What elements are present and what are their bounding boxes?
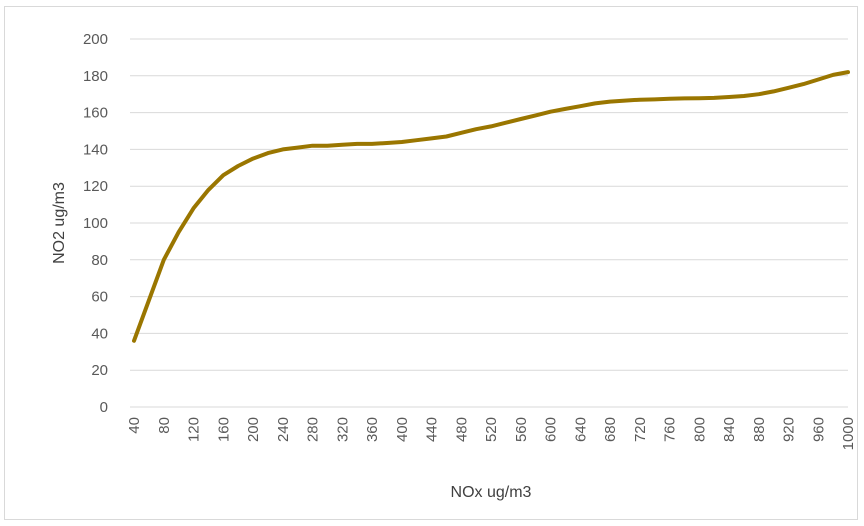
series-line-0 <box>132 70 850 343</box>
x-tick-label: 480 <box>453 417 470 442</box>
x-tick-label: 1000 <box>840 417 857 450</box>
series-layer <box>132 70 850 343</box>
x-axis-ticks: 40 80 120 160 200 240 280 320 360 400 440 480 520 560… <box>126 417 857 450</box>
y-tick-label: 80 <box>91 252 108 269</box>
y-tick-label: 0 <box>100 399 108 416</box>
y-tick-label: 200 <box>83 31 108 48</box>
x-tick-label: 360 <box>364 417 381 442</box>
y-axis-title: NO2 ug/m3 <box>51 182 68 264</box>
x-tick-label: 560 <box>513 417 530 442</box>
x-tick-label: 520 <box>483 417 500 442</box>
y-tick-label: 20 <box>91 362 108 379</box>
x-tick-label: 920 <box>781 417 798 442</box>
x-tick-label: 200 <box>245 417 262 442</box>
x-tick-label: 720 <box>632 417 649 442</box>
y-axis-ticks: 0 20 40 60 80 100 120 140 160 180 200 <box>83 31 108 416</box>
x-tick-label: 880 <box>751 417 768 442</box>
x-tick-label: 800 <box>691 417 708 442</box>
x-tick-label: 440 <box>424 417 441 442</box>
x-tick-label: 400 <box>394 417 411 442</box>
y-tick-label: 60 <box>91 289 108 306</box>
x-tick-label: 600 <box>543 417 560 442</box>
x-tick-label: 120 <box>186 417 203 442</box>
x-tick-label: 640 <box>572 417 589 442</box>
y-tick-label: 180 <box>83 68 108 85</box>
x-tick-label: 320 <box>334 417 351 442</box>
x-tick-label: 280 <box>305 417 322 442</box>
x-tick-label: 160 <box>215 417 232 442</box>
x-tick-label: 680 <box>602 417 619 442</box>
x-tick-label: 760 <box>662 417 679 442</box>
x-tick-label: 840 <box>721 417 738 442</box>
y-tick-label: 160 <box>83 105 108 122</box>
y-tick-label: 100 <box>83 215 108 232</box>
x-tick-label: 80 <box>156 417 173 434</box>
y-tick-label: 120 <box>83 178 108 195</box>
gridlines <box>130 38 848 408</box>
x-tick-label: 240 <box>275 417 292 442</box>
y-tick-label: 140 <box>83 141 108 158</box>
x-tick-label: 960 <box>810 417 827 442</box>
x-tick-label: 40 <box>126 417 143 434</box>
chart-frame <box>4 6 858 520</box>
y-tick-label: 40 <box>91 325 108 342</box>
x-axis-title: NOx ug/m3 <box>451 484 532 501</box>
